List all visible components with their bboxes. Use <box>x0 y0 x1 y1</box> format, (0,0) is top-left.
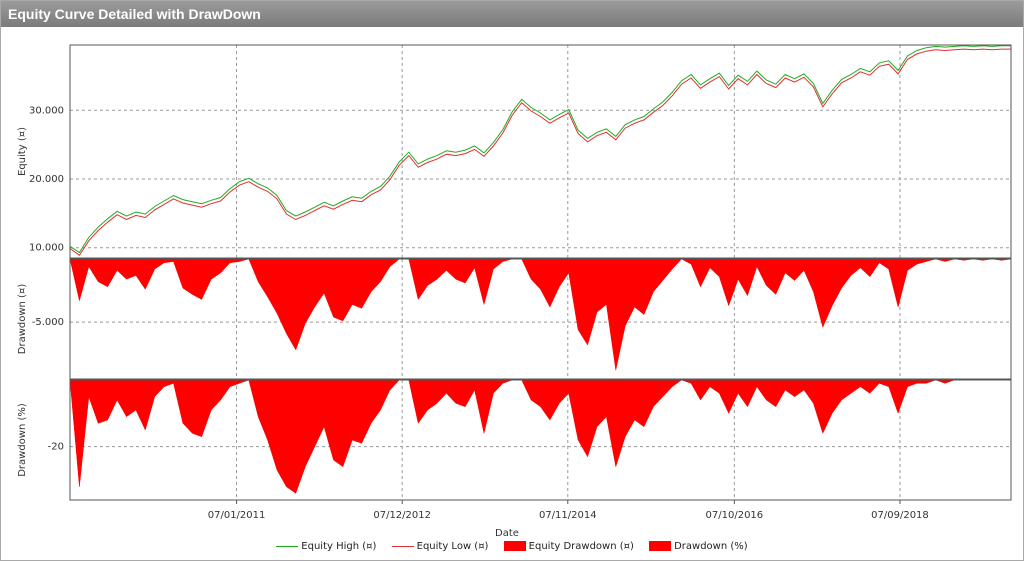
legend-item-equity-high[interactable]: Equity High (¤) <box>276 541 376 552</box>
grid-layer <box>70 45 1011 500</box>
y-tick-label-equity-0: 10.000 <box>29 243 64 254</box>
legend-item-drawdown-pct[interactable]: Drawdown (%) <box>649 541 748 552</box>
chart-legend: Equity High (¤) Equity Low (¤) Equity Dr… <box>1 541 1023 557</box>
legend-swatch-equity-high <box>276 545 299 547</box>
drawdown-area-drawdown_abs <box>69 258 1012 371</box>
y-tick-label-equity-1: 20.000 <box>29 174 64 185</box>
legend-label-equity-high: Equity High (¤) <box>301 541 377 552</box>
y-tick-label-drawdown_pct-0: -20 <box>48 442 64 453</box>
panel-border-equity <box>69 44 1012 259</box>
y-tick-label-drawdown_abs-0: -5.000 <box>32 317 64 328</box>
y-axis-label-drawdown_abs: Drawdown (¤) <box>17 284 28 355</box>
drawdown-area-drawdown_pct <box>69 379 1011 494</box>
window-titlebar: Equity Curve Detailed with DrawDown <box>1 1 1023 27</box>
legend-swatch-equity-drawdown <box>503 541 526 551</box>
legend-label-equity-drawdown: Equity Drawdown (¤) <box>528 541 634 552</box>
legend-label-equity-low: Equity Low (¤) <box>416 541 489 552</box>
y-axis-label-equity: Equity (¤) <box>17 127 28 176</box>
legend-item-equity-low[interactable]: Equity Low (¤) <box>391 541 489 552</box>
y-axis-label-drawdown_pct: Drawdown (%) <box>17 403 28 477</box>
legend-label-drawdown-pct: Drawdown (%) <box>674 541 748 552</box>
series-line-equity-high <box>69 45 1011 254</box>
series-line-equity-low <box>69 48 1011 257</box>
legend-swatch-drawdown-pct <box>649 541 672 551</box>
x-tick-label-4: 07/09/2018 <box>871 510 929 521</box>
legend-swatch-equity-low <box>391 545 414 547</box>
mark-layer <box>69 45 1012 494</box>
window-title: Equity Curve Detailed with DrawDown <box>8 6 261 22</box>
legend-item-equity-drawdown[interactable]: Equity Drawdown (¤) <box>503 541 634 552</box>
x-tick-label-1: 07/12/2012 <box>373 510 431 521</box>
x-tick-label-2: 07/11/2014 <box>539 510 597 521</box>
panel-border-drawdown_pct <box>69 379 1012 501</box>
panel-border-drawdown_abs <box>69 258 1012 380</box>
y-tick-label-equity-2: 30.000 <box>29 105 64 116</box>
x-axis-label: Date <box>495 528 519 539</box>
x-tick-label-3: 07/10/2016 <box>706 510 764 521</box>
x-tick-label-0: 07/01/2011 <box>208 510 266 521</box>
